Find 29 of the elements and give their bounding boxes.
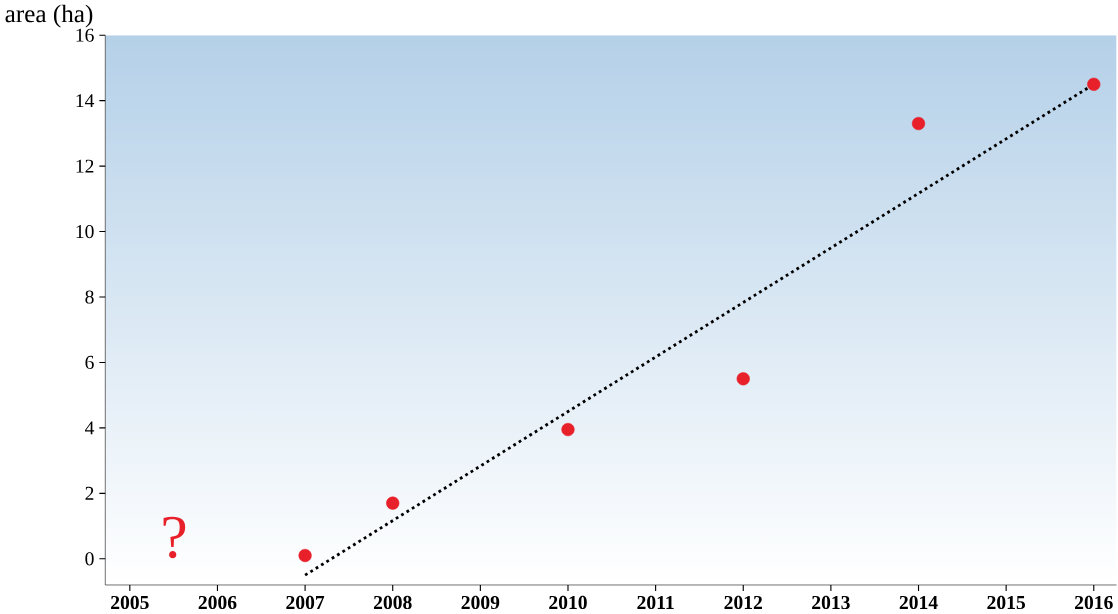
y-tick-label: 6 [85,356,94,370]
x-tick-label: 2008 [373,596,412,610]
y-tick-label: 12 [76,159,94,173]
x-tick-label: 2015 [987,596,1026,610]
x-tick-label: 2013 [812,596,850,610]
y-axis-title: area (ha) [5,4,93,28]
y-tick-label: 0 [85,552,94,566]
annotation: ? [163,516,186,559]
point [736,372,750,386]
x-tick-label: 2005 [111,596,149,610]
x-tick-label: 2014 [899,596,938,610]
y-tick-label: 8 [85,290,94,304]
x-tick-label: 2011 [637,596,674,610]
x-tick-label: 2010 [549,596,587,610]
point [1087,77,1101,91]
y-tick-label: 14 [76,94,95,108]
x-tick-label: 2012 [724,596,762,610]
x-tick-label: 2007 [286,596,325,610]
point [386,496,400,510]
y-tick-label: 4 [84,421,95,435]
y-tick-label: 10 [76,225,94,239]
x-tick-label: 2009 [461,596,500,610]
x-tick-label: 2006 [198,596,237,610]
point [298,549,312,563]
point [561,423,575,437]
x-tick-label: 2016 [1075,596,1113,610]
y-tick-label: 2 [85,486,94,500]
point [911,117,926,131]
y-tick-label: 16 [76,28,94,42]
